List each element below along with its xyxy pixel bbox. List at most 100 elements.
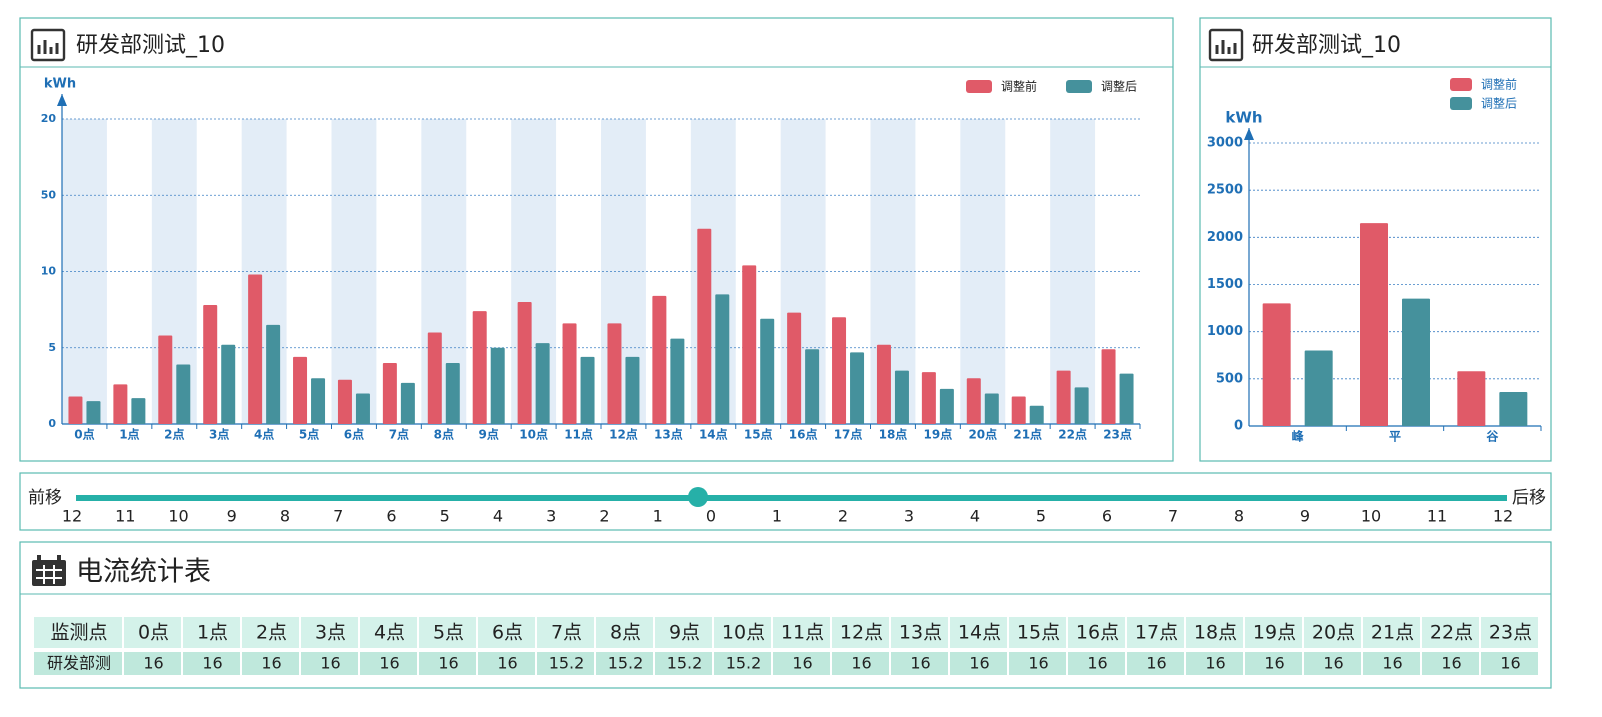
header-cell <box>419 617 476 648</box>
slider-tick-label: 2 <box>838 507 848 526</box>
cell-text: 16 <box>202 654 222 673</box>
slider-tick-label: 12 <box>62 507 82 526</box>
slider-tick-label: 5 <box>1036 507 1046 526</box>
y-tick-label: 2500 <box>1207 183 1243 198</box>
legend-swatch <box>1450 97 1472 110</box>
legend-label: 调整前 <box>1001 79 1037 94</box>
slider-tick-label: 4 <box>970 507 980 526</box>
header-text: 20点 <box>1312 622 1355 644</box>
header-cell <box>773 617 830 648</box>
bar <box>832 317 847 424</box>
bar <box>86 401 101 424</box>
header-text: 1点 <box>197 622 228 644</box>
slider-left-label: 前移 <box>28 488 62 508</box>
cell-text: 15.2 <box>608 654 644 673</box>
x-tick-label: 12点 <box>609 427 638 442</box>
slider-tick-label: 7 <box>333 507 343 526</box>
slider-knob[interactable] <box>688 487 708 507</box>
slider-tick-label: 12 <box>1493 507 1513 526</box>
bar <box>697 228 712 424</box>
cell-text: 15.2 <box>549 654 585 673</box>
y-axis-arrow <box>57 94 67 106</box>
header-cell <box>242 617 299 648</box>
bar <box>625 356 640 424</box>
x-tick-label: 10点 <box>519 427 548 442</box>
bar <box>203 305 218 424</box>
bar <box>652 295 667 424</box>
bar <box>1056 370 1071 424</box>
row-cell <box>124 652 181 675</box>
y-tick-label: 0 <box>48 417 56 430</box>
slider-tick-label: 9 <box>227 507 237 526</box>
cell-text: 16 <box>1441 654 1461 673</box>
header-text: 4点 <box>374 622 405 644</box>
row-cell <box>1245 652 1302 675</box>
bar <box>1457 371 1486 426</box>
row-cell <box>596 652 653 675</box>
slider-tick-label: 11 <box>1427 507 1447 526</box>
bar <box>876 344 891 424</box>
cell-text: 16 <box>792 654 812 673</box>
bar <box>248 274 263 424</box>
bar <box>266 324 281 424</box>
row-cell <box>419 652 476 675</box>
header-text: 14点 <box>958 622 1001 644</box>
y-tick-label: 10 <box>41 265 57 278</box>
cell-text: 16 <box>261 654 281 673</box>
header-cell <box>1363 617 1420 648</box>
bar <box>382 363 397 424</box>
row-cell <box>891 652 948 675</box>
bar <box>517 302 532 424</box>
header-text: 19点 <box>1253 622 1296 644</box>
bar <box>337 379 352 424</box>
y-axis-unit: kWh <box>44 77 76 92</box>
slider-tick-label: 8 <box>1234 507 1244 526</box>
header-text: 8点 <box>610 622 641 644</box>
y-tick-label: 1000 <box>1207 324 1243 339</box>
header-text: 22点 <box>1430 622 1473 644</box>
row-cell <box>360 652 417 675</box>
x-tick-label: 峰 <box>1292 429 1305 444</box>
row-cell <box>1009 652 1066 675</box>
bar <box>1262 303 1291 426</box>
slider-tick-label: 3 <box>904 507 914 526</box>
bar <box>490 347 505 424</box>
x-tick-label: 13点 <box>654 427 683 442</box>
y-tick-label: 5 <box>48 341 56 354</box>
header-cell <box>950 617 1007 648</box>
bar <box>580 356 595 424</box>
header-cell <box>1127 617 1184 648</box>
header-cell <box>1068 617 1125 648</box>
x-tick-label: 6点 <box>344 427 364 442</box>
x-tick-label: 9点 <box>479 427 499 442</box>
x-tick-label: 平 <box>1389 430 1401 444</box>
x-tick-label: 8点 <box>434 427 454 442</box>
header-text: 16点 <box>1076 622 1119 644</box>
table-title: 电流统计表 <box>76 557 211 588</box>
legend-swatch <box>1066 80 1092 93</box>
header-cell <box>1186 617 1243 648</box>
cell-text: 16 <box>910 654 930 673</box>
header-text: 12点 <box>840 622 883 644</box>
header-cell <box>1481 617 1538 648</box>
row-cell <box>950 652 1007 675</box>
header-text: 0点 <box>138 622 169 644</box>
bar <box>562 323 577 424</box>
header-cell <box>1009 617 1066 648</box>
bar <box>966 378 981 424</box>
x-tick-label: 2点 <box>164 427 184 442</box>
bar <box>1402 298 1430 426</box>
x-tick-label: 23点 <box>1103 427 1132 442</box>
x-tick-label: 14点 <box>699 427 728 442</box>
row-cell <box>1422 652 1479 675</box>
row-name: 研发部测 <box>47 654 111 673</box>
bar <box>805 349 820 424</box>
bar <box>535 343 550 424</box>
x-tick-label: 19点 <box>924 427 953 442</box>
header-text: 5点 <box>433 622 464 644</box>
x-tick-label: 20点 <box>968 427 997 442</box>
row-cell <box>773 652 830 675</box>
header-cell <box>832 617 889 648</box>
x-tick-label: 3点 <box>209 427 229 442</box>
